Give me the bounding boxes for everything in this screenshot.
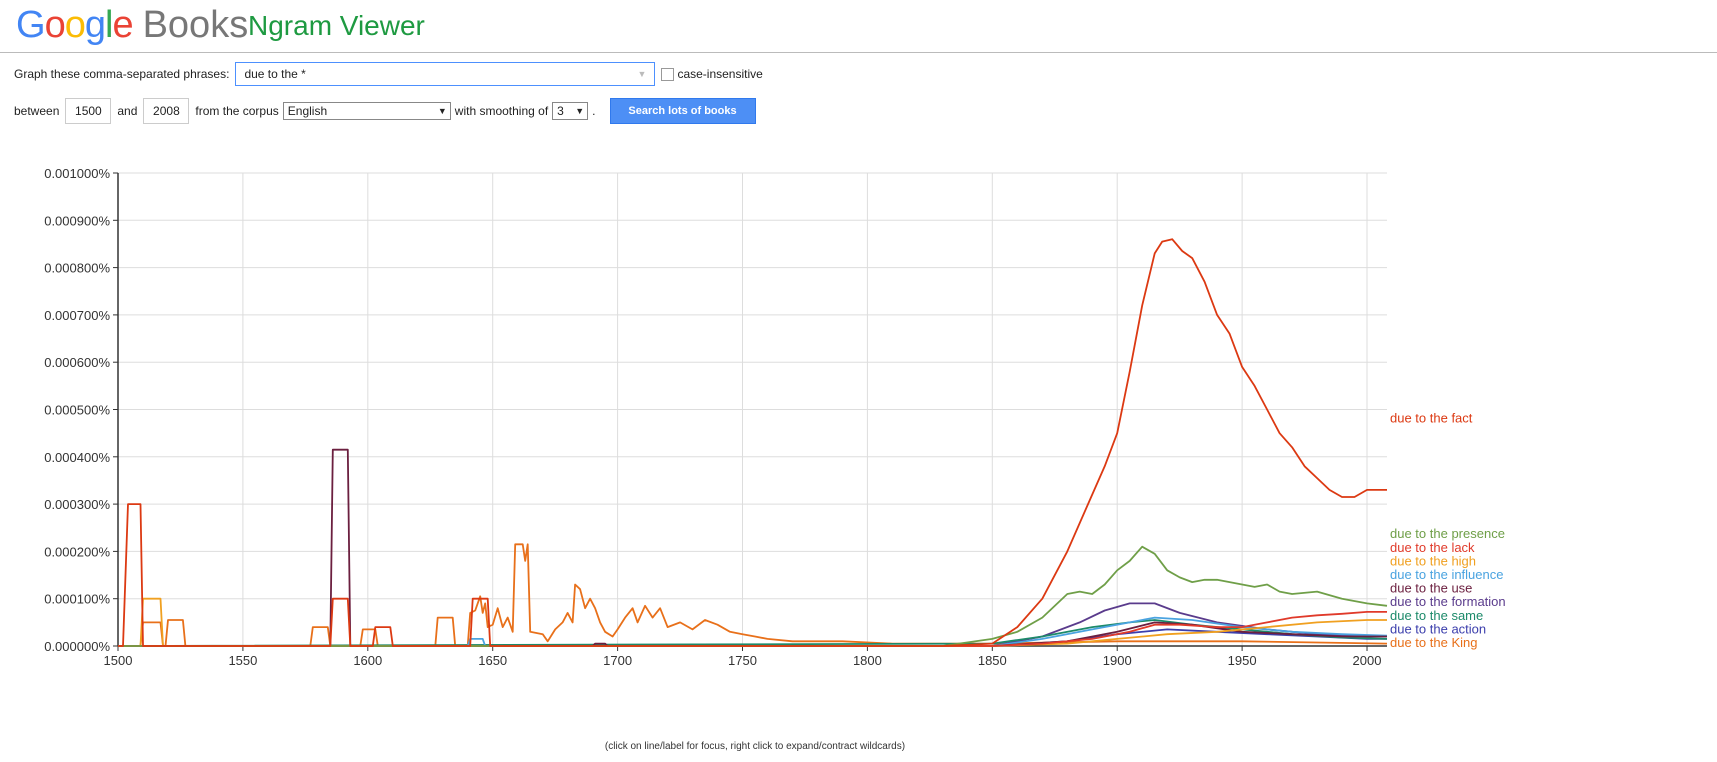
logo-letter: l bbox=[104, 4, 114, 46]
series-label[interactable]: due to the lack bbox=[1390, 540, 1475, 555]
smoothing-select-value: 3 bbox=[557, 104, 564, 118]
series-line[interactable] bbox=[118, 616, 1388, 647]
product-title[interactable]: Ngram Viewer bbox=[248, 10, 425, 41]
and-label: and bbox=[117, 104, 138, 118]
y-tick-label: 0.000700% bbox=[44, 308, 110, 323]
series-line[interactable] bbox=[118, 611, 1387, 647]
x-tick-label: 1900 bbox=[1103, 653, 1132, 668]
smoothing-label: with smoothing of bbox=[454, 104, 549, 118]
case-insensitive-checkbox[interactable] bbox=[661, 67, 675, 81]
y-tick-label: 0.000600% bbox=[44, 355, 110, 370]
corpus-select-value: English bbox=[287, 104, 328, 118]
x-tick-label: 2000 bbox=[1353, 653, 1382, 668]
logo-letter: e bbox=[112, 4, 133, 46]
y-tick-label: 0.000400% bbox=[44, 450, 110, 465]
x-tick-label: 1500 bbox=[104, 653, 133, 668]
dropdown-caret-icon[interactable]: ▼ bbox=[637, 69, 647, 79]
y-tick-label: 0.000800% bbox=[44, 261, 110, 276]
logo-letter: o bbox=[64, 4, 86, 46]
corpus-select[interactable]: English ▼ bbox=[282, 102, 451, 120]
chart-footnote: (click on line/label for focus, right cl… bbox=[604, 741, 906, 752]
logo-letter: G bbox=[16, 4, 46, 46]
series-line[interactable] bbox=[118, 545, 1388, 647]
x-tick-label: 1550 bbox=[228, 653, 257, 668]
series-label[interactable]: due to the presence bbox=[1390, 526, 1505, 541]
y-tick-label: 0.000300% bbox=[44, 497, 110, 512]
header-bar: Google Books Ngram Viewer bbox=[0, 0, 1717, 53]
series-label[interactable]: due to the King bbox=[1390, 635, 1477, 650]
select-arrow-icon: ▼ bbox=[437, 106, 447, 116]
ngram-chart[interactable]: 0.000000% 0.000100% 0.000200% 0.000300% 0.00… bbox=[0, 160, 1717, 750]
select-arrow-icon: ▼ bbox=[575, 106, 585, 116]
options-row: between 1500 and 2008 from the corpus En… bbox=[14, 96, 756, 126]
search-button[interactable]: Search lots of books bbox=[609, 98, 756, 124]
year-start-input[interactable]: 1500 bbox=[65, 98, 112, 124]
series-line[interactable] bbox=[118, 238, 1387, 647]
x-tick-label: 1950 bbox=[1228, 653, 1257, 668]
series-label[interactable]: due to the same bbox=[1390, 608, 1483, 623]
y-tick-label: 0.000900% bbox=[44, 213, 110, 228]
series-label[interactable]: due to the action bbox=[1390, 621, 1486, 636]
x-tick-label: 1700 bbox=[603, 653, 632, 668]
smoothing-select[interactable]: 3 ▼ bbox=[552, 102, 589, 120]
phrases-input[interactable]: due to the * ▼ bbox=[235, 62, 656, 86]
year-end-input[interactable]: 2008 bbox=[143, 98, 190, 124]
google-books-logo[interactable]: Google Books bbox=[16, 2, 248, 48]
x-tick-label: 1850 bbox=[978, 653, 1007, 668]
x-tick-label: 1650 bbox=[478, 653, 507, 668]
series-label[interactable]: due to the influence bbox=[1390, 567, 1503, 582]
logo-books-text: Books bbox=[142, 4, 249, 46]
x-tick-label: 1600 bbox=[353, 653, 382, 668]
period-text: . bbox=[592, 104, 596, 118]
x-tick-label: 1800 bbox=[853, 653, 882, 668]
y-tick-label: 0.000500% bbox=[44, 403, 110, 418]
between-label: between bbox=[14, 104, 60, 118]
y-tick-label: 0.000000% bbox=[44, 639, 110, 654]
y-tick-label: 0.001000% bbox=[44, 166, 110, 181]
series-label[interactable]: due to the formation bbox=[1390, 594, 1506, 609]
series-line[interactable] bbox=[118, 597, 1387, 647]
phrases-input-value: due to the * bbox=[244, 67, 306, 81]
corpus-label: from the corpus bbox=[195, 104, 279, 118]
y-tick-label: 0.000100% bbox=[44, 592, 110, 607]
y-tick-label: 0.000200% bbox=[44, 544, 110, 559]
x-tick-label: 1750 bbox=[728, 653, 757, 668]
query-row: Graph these comma-separated phrases: due… bbox=[14, 60, 763, 88]
series-label[interactable]: due to the fact bbox=[1390, 410, 1473, 425]
logo-letter: g bbox=[84, 4, 106, 46]
series-label[interactable]: due to the high bbox=[1390, 553, 1476, 568]
phrases-label: Graph these comma-separated phrases: bbox=[14, 67, 230, 81]
case-insensitive-label: case-insensitive bbox=[677, 67, 763, 81]
series-label[interactable]: due to the use bbox=[1390, 581, 1472, 596]
logo-letter: o bbox=[44, 4, 66, 46]
